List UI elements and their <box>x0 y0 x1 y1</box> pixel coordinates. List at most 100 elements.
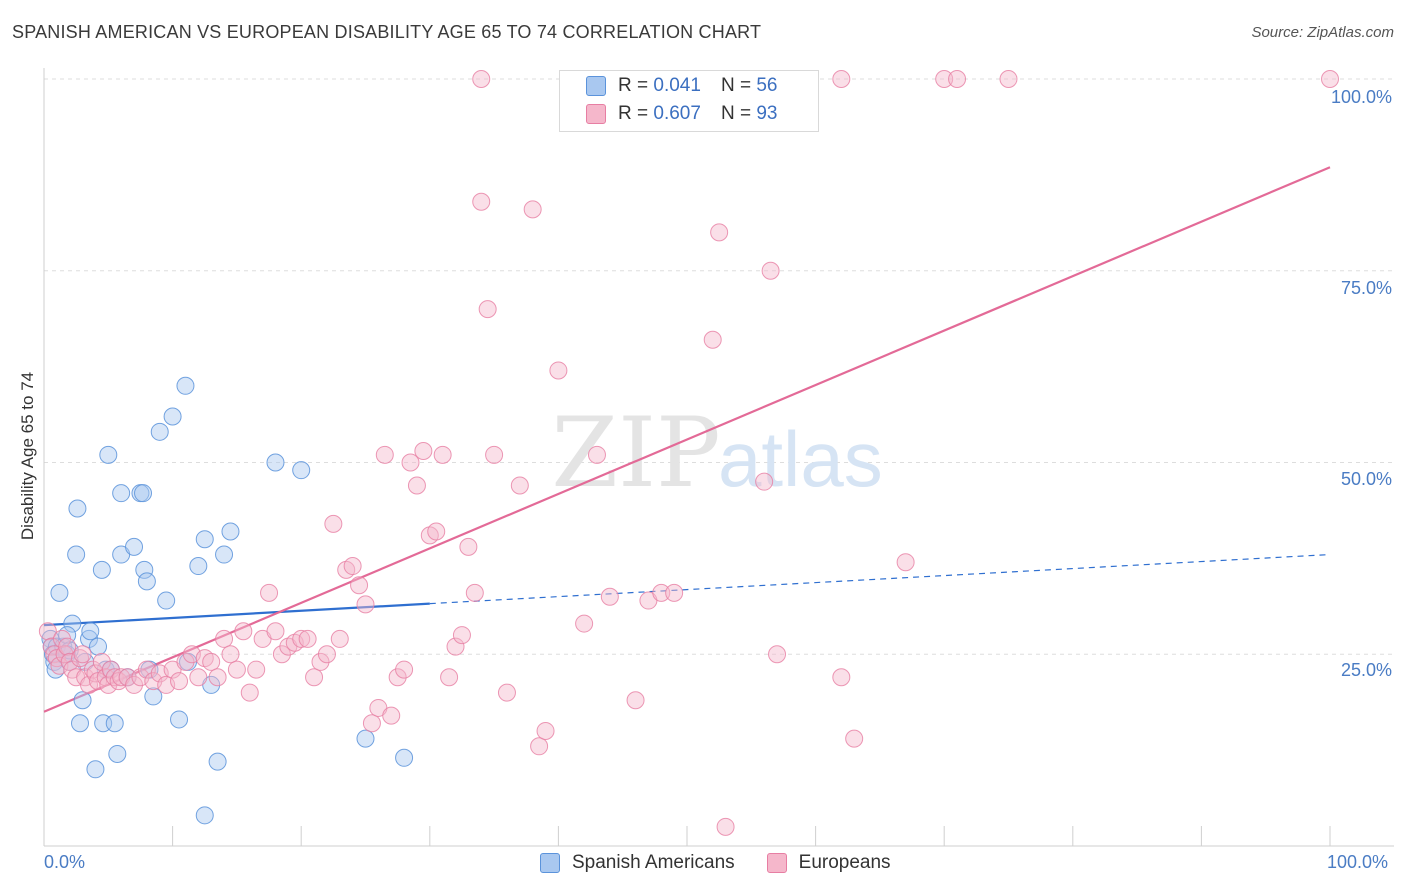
source-label: Source: ZipAtlas.com <box>1251 24 1394 41</box>
data-point-europeans <box>523 200 542 219</box>
data-point-europeans <box>266 622 285 641</box>
data-point-europeans <box>935 70 954 88</box>
legend-r-value: 0.041 <box>653 75 701 96</box>
data-point-spanish-americans <box>71 714 90 733</box>
data-point-europeans <box>414 441 433 460</box>
data-point-europeans <box>832 70 851 88</box>
data-point-spanish-americans <box>170 710 189 729</box>
data-point-europeans <box>755 472 774 491</box>
legend-n-label: N = <box>720 75 752 96</box>
data-point-europeans <box>92 652 111 671</box>
data-point-europeans <box>38 622 57 641</box>
data-point-europeans <box>202 652 221 671</box>
data-point-spanish-americans <box>137 572 156 591</box>
data-point-europeans <box>362 714 381 733</box>
legend-r-value: 0.607 <box>653 103 701 124</box>
data-point-europeans <box>227 660 246 679</box>
y-tick-label: 75.0% <box>1340 278 1392 298</box>
data-point-europeans <box>485 445 504 464</box>
data-point-europeans <box>189 668 208 687</box>
data-point-europeans <box>407 476 426 495</box>
data-point-europeans <box>240 683 259 702</box>
data-point-europeans <box>433 445 452 464</box>
data-point-europeans <box>330 629 349 648</box>
data-point-europeans <box>125 675 144 694</box>
bottom-legend-europeans[interactable]: Europeans <box>766 852 891 874</box>
bottom-legend: Spanish Americans Europeans <box>540 852 923 874</box>
data-point-europeans <box>703 330 722 349</box>
data-point-europeans <box>247 660 266 679</box>
data-point-spanish-americans <box>292 461 311 480</box>
data-point-spanish-americans <box>266 453 285 472</box>
data-point-europeans <box>292 629 311 648</box>
legend-n-label: N = <box>720 103 752 124</box>
data-point-europeans <box>761 261 780 280</box>
data-point-spanish-americans <box>134 484 153 503</box>
legend-swatch-blue <box>540 853 560 873</box>
data-point-europeans <box>305 668 324 687</box>
data-point-spanish-americans <box>92 560 111 579</box>
data-point-europeans <box>768 645 787 664</box>
data-point-europeans <box>395 660 414 679</box>
data-point-europeans <box>497 683 516 702</box>
data-point-europeans <box>587 445 606 464</box>
data-point-europeans <box>375 445 394 464</box>
data-point-europeans <box>440 668 459 687</box>
legend-r-label: R = <box>618 103 649 124</box>
legend-swatch-pink <box>586 104 606 124</box>
data-point-europeans <box>324 514 343 533</box>
data-point-europeans <box>510 476 529 495</box>
x-tick-label: 100.0% <box>1327 852 1389 872</box>
data-point-europeans <box>716 817 735 836</box>
trend-line-spanish-americans-extension <box>429 553 1331 605</box>
data-point-europeans <box>298 629 317 648</box>
data-point-europeans <box>575 614 594 633</box>
data-point-europeans <box>272 645 291 664</box>
legend: R = 0.041 N = 56 R = 0.607 N = 93 <box>559 70 819 132</box>
data-point-spanish-americans <box>108 744 127 763</box>
data-point-europeans <box>536 721 555 740</box>
data-point-europeans <box>221 645 240 664</box>
data-point-europeans <box>317 645 336 664</box>
data-point-europeans <box>665 583 684 602</box>
data-point-europeans <box>382 706 401 725</box>
data-point-europeans <box>234 622 253 641</box>
watermark-atlas: atlas <box>718 415 883 503</box>
data-point-europeans <box>948 70 967 88</box>
legend-row-spanish-americans: R = 0.041 N = 56 <box>586 73 777 99</box>
data-point-spanish-americans <box>68 499 87 518</box>
data-point-europeans <box>472 192 491 211</box>
data-point-spanish-americans <box>150 422 169 441</box>
data-point-europeans <box>832 668 851 687</box>
data-point-spanish-americans <box>356 729 375 748</box>
data-point-europeans <box>80 675 99 694</box>
data-point-europeans <box>600 587 619 606</box>
data-point-europeans <box>176 652 195 671</box>
data-point-europeans <box>401 453 420 472</box>
data-point-europeans <box>896 553 915 572</box>
data-point-europeans <box>356 595 375 614</box>
trend-line-spanish-americans <box>43 602 430 627</box>
bottom-legend-spanish-americans[interactable]: Spanish Americans <box>540 852 735 874</box>
data-point-spanish-americans <box>112 484 131 503</box>
data-point-europeans <box>170 672 189 691</box>
x-tick-label: 0.0% <box>44 852 86 872</box>
data-point-spanish-americans <box>208 752 227 771</box>
data-point-spanish-americans <box>81 622 100 641</box>
data-point-europeans <box>530 737 549 756</box>
trend-line-europeans <box>43 166 1331 713</box>
data-point-spanish-americans <box>67 545 86 564</box>
watermark-zip: ZIP <box>551 397 720 509</box>
data-point-spanish-americans <box>176 376 195 395</box>
bottom-legend-label: Europeans <box>798 852 891 873</box>
data-point-spanish-americans <box>73 691 92 710</box>
data-point-europeans <box>73 645 92 664</box>
data-point-spanish-americans <box>105 714 124 733</box>
data-point-spanish-americans <box>144 687 163 706</box>
data-point-spanish-americans <box>86 760 105 779</box>
data-point-spanish-americans <box>63 614 82 633</box>
data-point-europeans <box>999 70 1018 88</box>
data-point-europeans <box>549 361 568 380</box>
chart-title: SPANISH AMERICAN VS EUROPEAN DISABILITY … <box>12 22 762 42</box>
data-point-spanish-americans <box>125 537 144 556</box>
